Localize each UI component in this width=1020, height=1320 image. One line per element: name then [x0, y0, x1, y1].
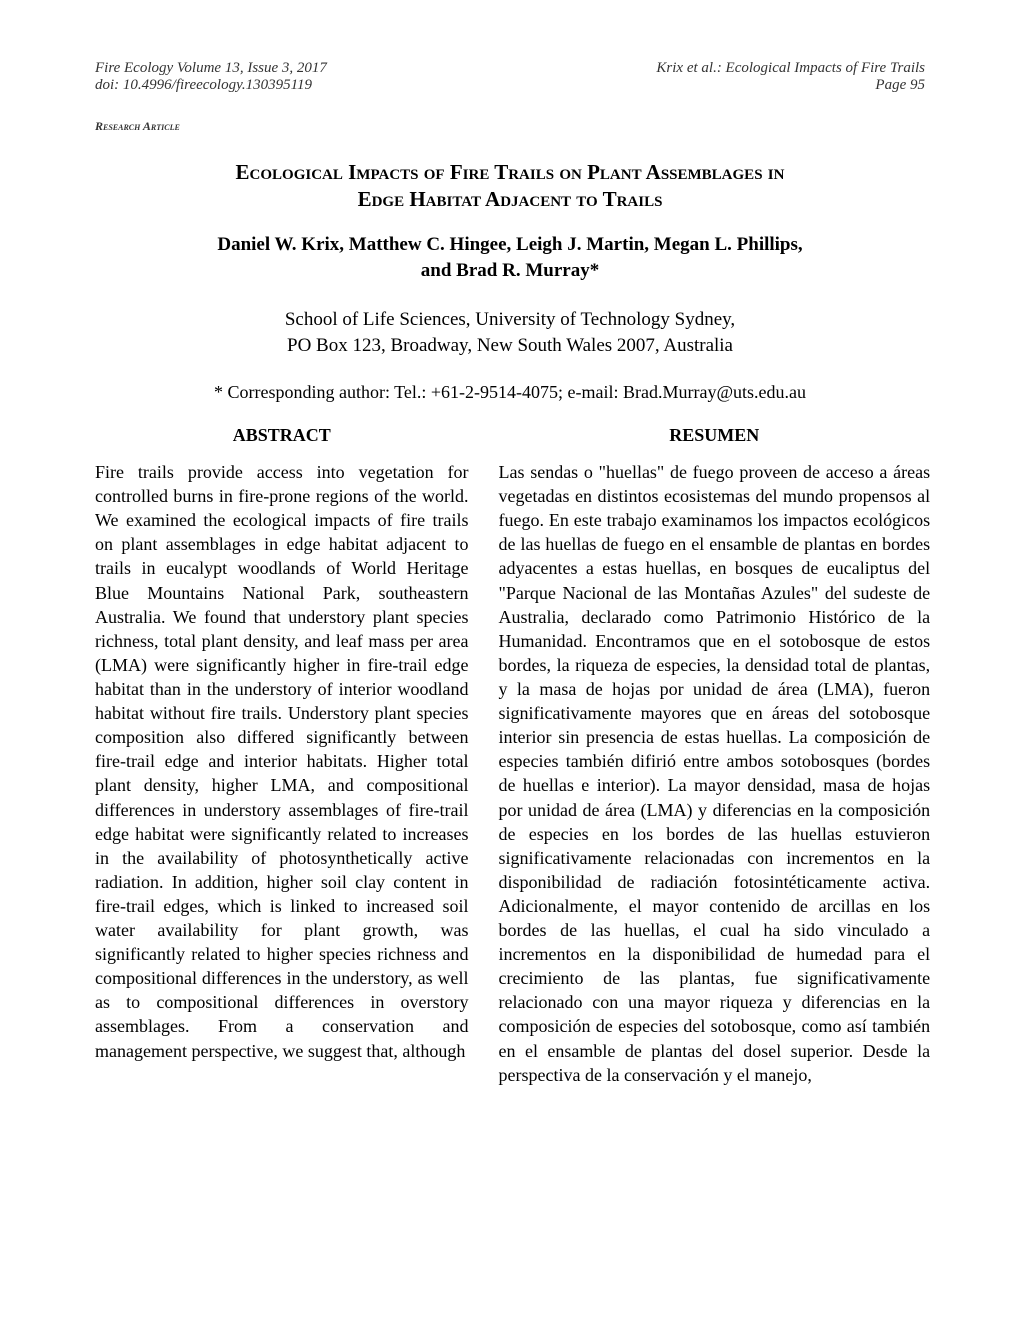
abstract-columns: ABSTRACT Fire trails provide access into… — [95, 425, 925, 1087]
resumen-heading: RESUMEN — [499, 425, 931, 446]
running-header: Fire Ecology Volume 13, Issue 3, 2017 do… — [95, 60, 925, 94]
author-list: Daniel W. Krix, Matthew C. Hingee, Leigh… — [95, 232, 925, 285]
article-title: Ecological Impacts of Fire Trails on Pla… — [95, 159, 925, 214]
resumen-text: Las sendas o "huellas" de fuego proveen … — [499, 460, 931, 1087]
article-type-label: Research Article — [95, 119, 925, 134]
title-line-2: Edge Habitat Adjacent to Trails — [358, 187, 663, 211]
journal-volume: Fire Ecology Volume 13, Issue 3, 2017 — [95, 60, 327, 77]
corresponding-author: * Corresponding author: Tel.: +61-2-9514… — [95, 382, 925, 403]
running-head-authors: Krix et al.: Ecological Impacts of Fire … — [656, 60, 925, 77]
resumen-column: RESUMEN Las sendas o "huellas" de fuego … — [499, 425, 931, 1087]
page-number: Page 95 — [656, 77, 925, 94]
authors-line-1: Daniel W. Krix, Matthew C. Hingee, Leigh… — [217, 234, 802, 255]
header-running-title: Krix et al.: Ecological Impacts of Fire … — [656, 60, 925, 94]
abstract-column: ABSTRACT Fire trails provide access into… — [95, 425, 469, 1087]
abstract-heading: ABSTRACT — [95, 425, 469, 446]
header-journal-info: Fire Ecology Volume 13, Issue 3, 2017 do… — [95, 60, 327, 94]
authors-line-2: and Brad R. Murray* — [421, 260, 599, 281]
journal-doi: doi: 10.4996/fireecology.130395119 — [95, 77, 327, 94]
affiliation-line-1: School of Life Sciences, University of T… — [285, 309, 735, 330]
abstract-text: Fire trails provide access into vegetati… — [95, 460, 469, 1063]
affiliation-line-2: PO Box 123, Broadway, New South Wales 20… — [287, 335, 733, 356]
title-line-1: Ecological Impacts of Fire Trails on Pla… — [236, 160, 785, 184]
affiliation-block: School of Life Sciences, University of T… — [95, 307, 925, 360]
